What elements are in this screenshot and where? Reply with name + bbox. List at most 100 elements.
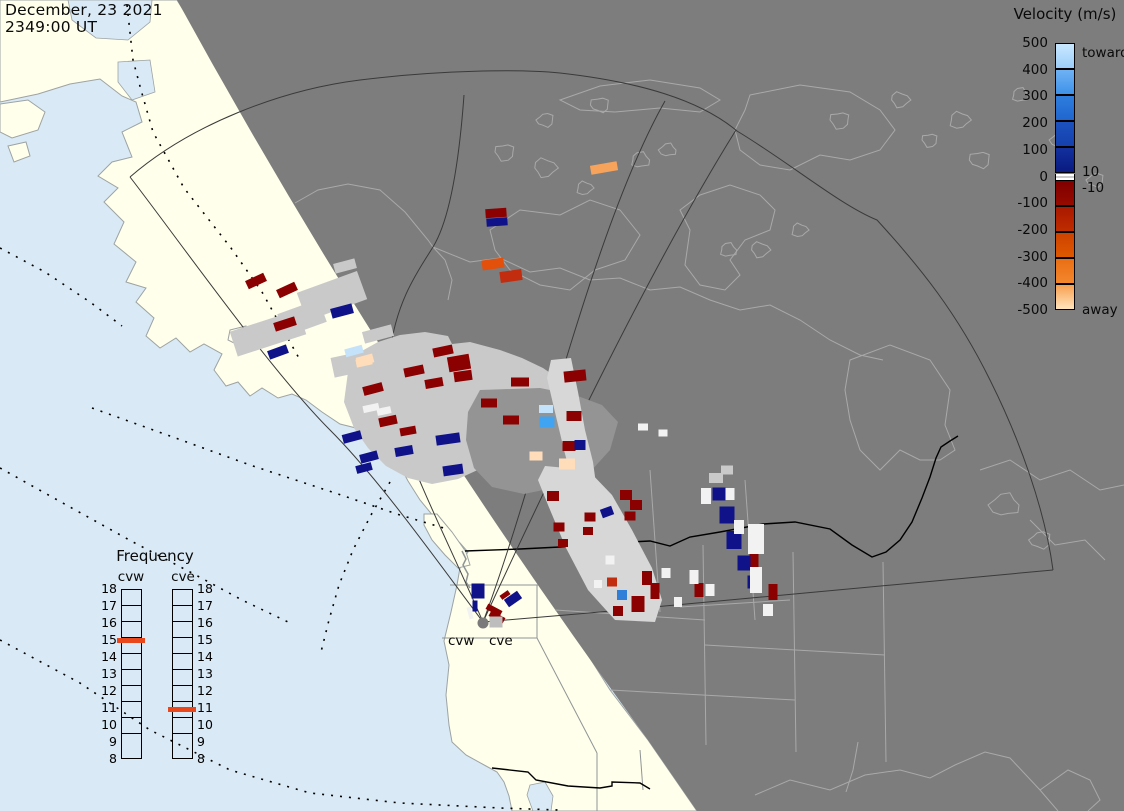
velocity-cell [607, 577, 617, 587]
velocity-cell [763, 604, 773, 616]
plus10-label: 10 [1082, 164, 1100, 180]
velocity-cell [694, 583, 704, 597]
velocity-cell [245, 272, 267, 290]
velocity-cell [638, 423, 648, 431]
frequency-scale-cve [172, 589, 193, 759]
frequency-tick-label: 9 [197, 734, 205, 749]
frequency-column-cvw-label: cvw [117, 569, 145, 585]
frequency-tick-label: 13 [101, 666, 117, 681]
velocity-cell [563, 369, 587, 383]
velocity-cell [642, 571, 652, 585]
velocity-cell [617, 590, 627, 600]
colorbar-segment [1055, 283, 1075, 310]
velocity-cell [650, 583, 660, 599]
velocity-cell [359, 450, 379, 464]
velocity-cell [453, 369, 473, 383]
colorbar-segment [1055, 179, 1075, 206]
velocity-cell [539, 416, 555, 428]
time-label: 2349:00 UT [5, 18, 98, 36]
frequency-scale-cell [122, 590, 141, 606]
velocity-cell [511, 377, 529, 387]
velocity-cell [486, 217, 508, 227]
velocity-cell [499, 590, 511, 600]
velocity-cell [503, 590, 523, 608]
frequency-marker-cvw [117, 637, 145, 643]
velocity-cell [712, 487, 726, 501]
velocity-cell [472, 600, 478, 612]
colorbar-segment [1055, 205, 1075, 232]
velocity-cell [734, 520, 744, 534]
velocity-cell [599, 505, 615, 519]
velocity-cell [584, 512, 596, 522]
night-terminator-shadow [177, 0, 1124, 811]
frequency-tick-label: 16 [197, 615, 213, 630]
frequency-tick-label: 10 [197, 717, 213, 732]
frequency-tick-label: 13 [197, 666, 213, 681]
velocity-cell [725, 488, 735, 500]
frequency-tick-label: 18 [101, 581, 117, 596]
frequency-tick-label: 9 [109, 734, 117, 749]
frequency-scale-cell [122, 654, 141, 670]
frequency-scale-cell [173, 686, 192, 702]
velocity-cell [658, 429, 668, 437]
velocity-cell [583, 527, 593, 535]
velocity-cell [630, 500, 642, 510]
velocity-tick-label: 500 [1022, 35, 1048, 51]
velocity-cell [589, 161, 619, 175]
frequency-scale-cell [122, 734, 141, 751]
velocity-cell [562, 441, 576, 451]
velocity-cell [344, 344, 364, 358]
frequency-scale-cell [122, 638, 141, 654]
velocity-legend-title: Velocity (m/s) [1013, 5, 1117, 23]
frequency-scale-cell [122, 686, 141, 702]
velocity-tick-label: -400 [1017, 275, 1048, 292]
velocity-cell [276, 281, 298, 299]
velocity-tick-label: 200 [1022, 115, 1048, 132]
velocity-cell [748, 524, 764, 554]
frequency-scale-cell [173, 638, 192, 654]
frequency-scale-cell [122, 622, 141, 638]
away-label: away [1082, 302, 1118, 318]
velocity-cell [499, 269, 523, 283]
frequency-marker-cve [168, 707, 196, 713]
frequency-tick-label: 14 [197, 649, 213, 664]
frequency-scale-cell [173, 654, 192, 670]
velocity-cell [446, 353, 472, 373]
velocity-data-cells [245, 161, 778, 628]
velocity-tick-label: -300 [1017, 248, 1048, 265]
velocity-cell [424, 377, 444, 389]
velocity-tick-label: 400 [1022, 61, 1048, 78]
frequency-scale-cell [122, 702, 141, 718]
frequency-tick-label: 15 [197, 632, 213, 647]
colorbar-segment [1055, 257, 1075, 284]
frequency-scale-cell [173, 702, 192, 718]
velocity-cell [435, 432, 461, 446]
velocity-cell [378, 414, 398, 428]
date-label: December, 23 2021 [5, 1, 163, 19]
velocity-cell [624, 511, 636, 521]
toward-label: toward [1082, 45, 1124, 61]
velocity-cell [719, 506, 735, 524]
radar-site-label-cve: cve [489, 633, 513, 649]
velocity-cell [566, 411, 582, 421]
colorbar-zero-band [1055, 173, 1075, 180]
velocity-cell [485, 207, 507, 219]
velocity-cell [559, 458, 575, 470]
frequency-tick-label: 12 [197, 683, 213, 698]
velocity-cell [661, 568, 671, 578]
velocity-cell [267, 344, 289, 360]
frequency-tick-label: 10 [101, 717, 117, 732]
velocity-cell [394, 445, 414, 457]
puget-sound-outline [461, 550, 471, 589]
velocity-cell [737, 555, 751, 571]
frequency-tick-label: 17 [101, 598, 117, 613]
frequency-scale-cvw [121, 589, 142, 759]
frequency-column-cve-label: cve [171, 569, 195, 585]
velocity-cell [442, 463, 464, 477]
velocity-cell [705, 584, 715, 596]
velocity-cell [613, 606, 623, 616]
colorbar-segment [1055, 95, 1075, 122]
velocity-cell [341, 430, 363, 444]
velocity-cell [273, 316, 297, 332]
velocity-tick-label: -100 [1017, 195, 1048, 212]
